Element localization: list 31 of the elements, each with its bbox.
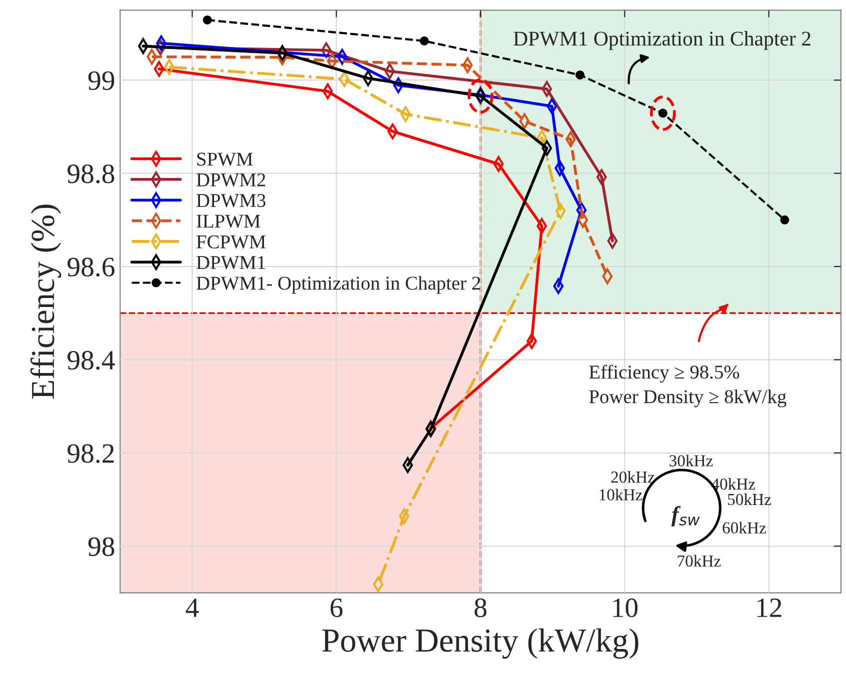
legend-label: DPWM3 [196, 194, 266, 208]
annotation: Power Density ≥ 8kW/kg [589, 390, 786, 408]
annotation: 60kHz [722, 522, 766, 534]
y-tick-label: 98.8 [68, 164, 114, 184]
annotation: 30kHz [670, 454, 713, 466]
annotation: 50kHz [728, 493, 772, 506]
x-tick-label: 12 [757, 598, 782, 617]
legend-label: ILPWM [196, 214, 260, 228]
annotation: 70kHz [678, 554, 721, 567]
annotation: Efficiency ≥ 98.5% [589, 364, 740, 383]
y-tick-label: 98.6 [68, 258, 114, 277]
y-tick-label: 99 [88, 71, 114, 90]
annotation: 40kHz [712, 478, 756, 490]
x-tick-label: 10 [613, 598, 638, 618]
legend-label: DPWM1- Optimization in Chapter 2 [196, 276, 480, 294]
x-axis-title: Power Density (kW/kg) [322, 628, 638, 659]
annotation: 20kHz [611, 471, 654, 483]
x-tick-label: 4 [186, 598, 199, 617]
legend-label: DPWM1 [196, 256, 266, 270]
annotation: f$_{sw}$ [671, 506, 700, 526]
y-axis-title: Efficiency (%) [30, 204, 62, 399]
annotation: DPWM1 Optimization in Chapter 2 [514, 31, 810, 50]
legend-label: SPWM [197, 152, 253, 166]
x-tick-label: 6 [330, 598, 342, 618]
x-tick-label: 8 [474, 598, 486, 618]
annotation: 10kHz [600, 488, 642, 500]
legend-label: DPWM2 [196, 173, 266, 187]
y-tick-label: 98 [88, 537, 114, 556]
y-tick-label: 98.4 [68, 350, 115, 370]
y-tick-label: 98.2 [68, 444, 114, 463]
legend-label: FCPWM [196, 235, 266, 249]
